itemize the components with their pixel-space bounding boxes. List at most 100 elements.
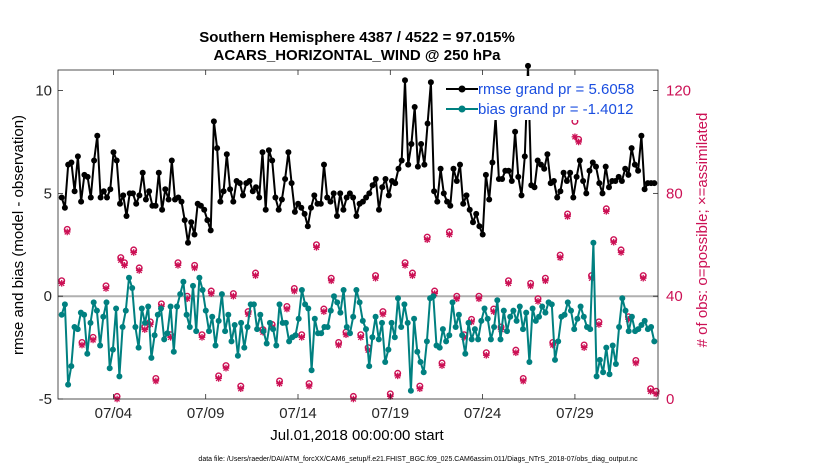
rmse-point [256,194,263,201]
rmse-point [550,178,557,184]
rmse-point [466,206,473,213]
y-axis-label-right: # of obs: o=possible; ×=assimilated [694,113,711,348]
rmse-point [570,194,577,201]
legend-rmse-label: rmse grand pr = 5.6058 [478,81,634,98]
rmse-point [538,161,544,168]
rmse-point [104,194,110,201]
obs-assimilated-point [394,372,401,380]
rmse-point [392,180,399,187]
bias-point [270,326,277,333]
footer-data-file: data file: /Users/raeder/DAI/ATM_forcXX/… [198,456,638,463]
rmse-point [418,141,425,147]
bias-point [603,344,610,351]
bias-point [580,313,587,320]
rmse-point [308,204,314,211]
obs-assimilated-point [617,249,625,256]
obs-assimilated-point [519,377,527,385]
obs-assimilated-point [174,262,182,269]
bias-point [609,342,616,349]
rmse-point [427,79,434,86]
bias-point [311,315,318,322]
rmse-line [60,64,655,244]
bias-point [241,344,248,351]
rmse-point [78,198,85,205]
obs-assimilated-point [401,262,409,269]
bias-point [564,299,571,306]
rmse-point [518,192,525,199]
rmse-point [615,173,622,180]
legend-box [440,76,650,120]
bias-point [97,342,104,349]
rmse-point [246,178,253,184]
bias-point [382,359,389,365]
bias-point [478,317,485,324]
obs-assimilated-point [564,213,571,220]
bias-point [628,313,635,320]
bias-point [574,315,581,322]
obs-assimilated-point [534,298,542,305]
bias-point [651,338,658,345]
bias-point [119,324,126,330]
bias-point [385,346,392,353]
rmse-point [414,163,421,170]
rmse-point [554,194,561,201]
rmse-point [334,213,340,219]
bias-point [593,373,600,380]
bias-point [263,340,270,347]
rmse-point [262,206,269,213]
bias-point [542,309,549,316]
x-tick-label: 07/04 [95,405,133,422]
rmse-point [113,157,120,164]
bias-point [206,328,212,335]
bias-point [568,307,574,314]
rmse-point [531,184,538,191]
bias-point [148,354,155,361]
bias-point [638,322,645,328]
obs-assimilated-point [117,256,125,264]
bias-point [170,348,177,355]
bias-point [596,356,603,363]
rmse-point [84,173,91,180]
bias-point [158,305,164,312]
rmse-point [408,141,415,147]
obs-assimilated-point [580,344,588,351]
rmse-point [525,62,531,69]
y-tick-label-right: 40 [666,288,683,305]
rmse-point [651,180,658,187]
bias-point [455,311,462,318]
rmse-point [479,231,486,238]
obs-assimilated-point [556,254,564,261]
rmse-point [476,223,483,230]
obs-assimilated-point [207,290,215,297]
rmse-point [372,176,379,182]
obs-assimilated-point [542,277,549,285]
rmse-point [515,173,522,180]
obs-assimilated-point [327,277,335,285]
bias-point [318,330,325,337]
bias-point [273,342,280,349]
obs-assimilated-point [89,336,97,344]
obs-assimilated-point [198,334,206,341]
rmse-point [152,202,159,209]
bias-point [260,328,267,335]
obs-assimilated-point [423,236,431,243]
bias-point [276,301,283,308]
bias-point [228,338,235,345]
bias-point [536,313,542,320]
bias-point [218,291,225,298]
rmse-point [97,194,104,201]
rmse-point [444,198,451,205]
rmse-point [563,178,570,184]
rmse-point [253,184,259,191]
rmse-point [376,206,382,213]
rmse-point [346,190,353,197]
bias-point [587,326,594,333]
obs-assimilated-point [320,308,328,315]
bias-point [138,305,145,312]
bias-point [222,328,229,335]
bias-point [331,293,337,300]
rmse-point [505,167,512,174]
legend-bias-label: bias grand pr = -1.4012 [478,101,634,118]
rmse-point [534,157,541,164]
